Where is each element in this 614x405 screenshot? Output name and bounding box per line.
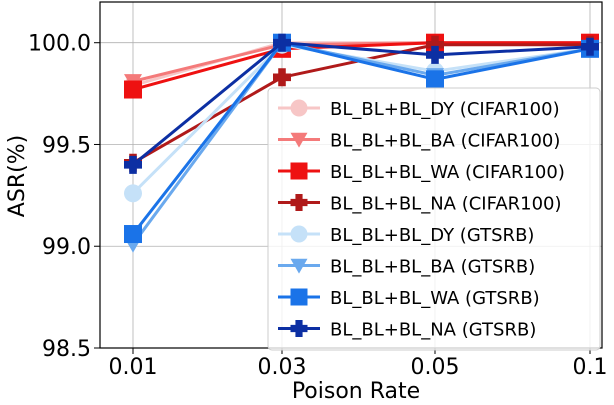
x-axis-ticks: 0.01 0.03 0.05 0.1: [109, 348, 608, 380]
legend-label: BL_BL+BL_NA (GTSRB): [330, 320, 536, 341]
legend-label: BL_BL+BL_DY (CIFAR100): [330, 99, 560, 120]
series-7: [124, 33, 599, 174]
legend-marker: [290, 99, 308, 117]
legend-marker: [290, 258, 308, 274]
legend-label: BL_BL+BL_WA (CIFAR100): [330, 162, 565, 183]
data-point: [581, 37, 599, 56]
data-point: [426, 70, 444, 89]
series-line: [132, 41, 590, 91]
x-tick-label: 0.03: [258, 355, 307, 380]
legend-marker: [290, 162, 308, 180]
data-point: [124, 80, 142, 99]
y-axis-ticks: 98.5 99.0 99.5 100.0: [28, 32, 100, 362]
legend-label: BL_BL+BL_DY (GTSRB): [330, 225, 534, 246]
series-line: [132, 41, 591, 166]
x-tick-label: 0.05: [411, 355, 460, 380]
legend: BL_BL+BL_DY (CIFAR100) BL_BL+BL_BA (CIFAR…: [267, 87, 601, 351]
legend-marker: [290, 194, 308, 211]
legend-marker: [290, 225, 308, 243]
legend-entry: BL_BL+BL_BA (CIFAR100): [278, 131, 560, 152]
x-axis-label: Poison Rate: [292, 379, 420, 404]
legend-entry: BL_BL+BL_DY (GTSRB): [278, 225, 534, 246]
y-tick-label: 98.5: [42, 337, 91, 362]
series-line: [131, 41, 591, 246]
legend-label: BL_BL+BL_BA (GTSRB): [330, 257, 535, 278]
data-point: [124, 155, 142, 174]
data-point: [124, 225, 142, 244]
y-axis-label: ASR(%): [5, 135, 30, 217]
legend-entry: BL_BL+BL_WA (CIFAR100): [278, 162, 565, 183]
y-tick-label: 99.0: [42, 235, 91, 260]
legend-marker: [290, 288, 308, 306]
legend-label: BL_BL+BL_WA (GTSRB): [330, 288, 540, 309]
legend-entry: BL_BL+BL_WA (GTSRB): [278, 288, 540, 309]
legend-entry: BL_BL+BL_NA (GTSRB): [278, 320, 536, 341]
series-group: [124, 33, 599, 253]
legend-marker: [290, 320, 308, 337]
series-line: [131, 41, 591, 235]
legend-marker: [290, 132, 308, 148]
legend-box: [267, 87, 601, 351]
y-tick-label: 100.0: [28, 32, 91, 57]
legend-label: BL_BL+BL_NA (CIFAR100): [330, 194, 562, 215]
y-tick-label: 99.5: [42, 133, 91, 158]
data-point: [426, 45, 444, 64]
legend-entry: BL_BL+BL_BA (GTSRB): [278, 257, 535, 278]
legend-entry: BL_BL+BL_NA (CIFAR100): [278, 194, 562, 215]
x-tick-label: 0.1: [573, 355, 608, 380]
legend-label: BL_BL+BL_BA (CIFAR100): [330, 131, 560, 152]
data-point: [273, 33, 291, 52]
legend-entry: BL_BL+BL_DY (CIFAR100): [278, 99, 560, 120]
data-point: [426, 35, 444, 54]
data-point: [124, 184, 142, 203]
x-tick-label: 0.01: [109, 355, 158, 380]
data-point: [273, 68, 291, 87]
